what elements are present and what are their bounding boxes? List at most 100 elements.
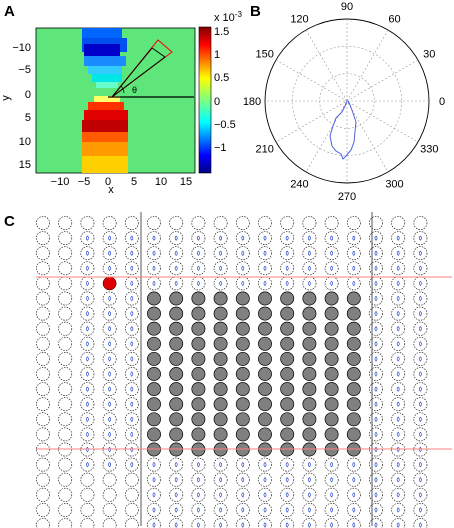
cell-glyph xyxy=(374,296,378,302)
cell-glyph xyxy=(418,311,422,317)
grid-cell xyxy=(369,518,383,528)
grid-cell xyxy=(346,472,361,487)
panel-a-yticks: −10 −5 0 5 10 15 xyxy=(12,42,31,171)
heatmap-red-lobe xyxy=(82,96,128,173)
grid-cell-filled xyxy=(235,367,250,381)
grid-cell xyxy=(324,216,339,230)
grid-cell-filled xyxy=(302,321,317,336)
grid-cell-filled xyxy=(324,382,339,397)
grid-cell xyxy=(235,518,250,528)
grid-cell xyxy=(191,261,206,276)
cell-glyph xyxy=(263,280,267,287)
grid-cell xyxy=(102,246,117,261)
grid-cell-filled xyxy=(235,427,250,442)
grid-cell xyxy=(413,276,428,291)
grid-cell xyxy=(302,518,317,528)
grid-cell xyxy=(147,276,161,291)
grid-cell-filled xyxy=(302,306,317,321)
cell-glyph xyxy=(196,462,200,468)
grid-cell xyxy=(413,382,428,396)
grid-cell xyxy=(36,351,50,366)
grid-cell xyxy=(102,291,117,306)
grid-cell xyxy=(191,502,206,517)
cell-glyph xyxy=(85,265,89,271)
cell-glyph xyxy=(219,477,223,483)
grid-cell xyxy=(369,261,383,276)
grid-cell xyxy=(258,502,272,517)
grid-cell xyxy=(102,502,117,517)
ytick: 15 xyxy=(19,159,31,171)
grid-cell xyxy=(80,382,95,396)
grid-cell xyxy=(369,412,383,427)
grid-cell-filled xyxy=(235,306,250,321)
grid-cell xyxy=(413,427,428,442)
grid-cell xyxy=(169,487,184,502)
grid-cell xyxy=(391,246,406,261)
grid-cell xyxy=(102,487,117,502)
cell-glyph xyxy=(174,250,178,256)
grid-cell xyxy=(324,472,339,487)
cell-glyph xyxy=(374,326,378,332)
grid-cell xyxy=(36,518,50,528)
cell-glyph xyxy=(418,280,422,287)
grid-cell xyxy=(58,351,73,366)
grid-cell xyxy=(58,216,73,230)
cell-glyph xyxy=(330,265,334,271)
grid-cell-filled xyxy=(191,351,206,366)
grid-cell xyxy=(280,246,295,261)
grid-cell xyxy=(302,276,317,291)
grid-cell xyxy=(58,487,73,502)
grid-cell xyxy=(58,336,73,351)
grid-cell-filled xyxy=(324,367,339,381)
grid-cell xyxy=(191,487,206,502)
grid-cell-filled xyxy=(235,351,250,366)
grid-cell xyxy=(258,276,272,291)
cell-glyph xyxy=(108,250,112,256)
cell-glyph xyxy=(418,356,422,362)
cell-glyph xyxy=(374,265,378,271)
cell-glyph xyxy=(85,341,89,347)
grid-cell-filled xyxy=(191,291,206,306)
cell-glyph xyxy=(85,250,89,256)
panel-a-xticks: −10 −5 0 5 10 15 xyxy=(51,176,192,188)
grid-cell xyxy=(369,276,383,291)
grid-cell-filled xyxy=(258,397,272,412)
cell-glyph xyxy=(285,507,289,513)
grid-cell xyxy=(58,427,73,442)
grid-cell xyxy=(302,487,317,502)
grid-cell xyxy=(147,246,161,261)
cell-glyph xyxy=(152,235,156,241)
colorbar-exponent: x 10-3 xyxy=(214,10,242,24)
grid-cell-filled xyxy=(258,306,272,321)
cell-glyph xyxy=(418,341,422,347)
grid-cell-filled xyxy=(346,367,361,381)
grid-cell xyxy=(369,502,383,517)
cell-glyph xyxy=(374,341,378,347)
grid-cell-filled xyxy=(324,336,339,351)
cell-glyph xyxy=(108,431,112,438)
grid-cell xyxy=(280,276,295,291)
grid-cell xyxy=(191,246,206,261)
grid-cell xyxy=(213,487,228,502)
cell-glyph xyxy=(85,356,89,362)
grid-cell xyxy=(302,246,317,261)
cell-glyph xyxy=(418,462,422,468)
cell-glyph xyxy=(396,326,400,332)
cell-glyph xyxy=(374,311,378,317)
grid-cell xyxy=(369,397,383,412)
grid-cell xyxy=(124,502,139,517)
grid-cell xyxy=(369,321,383,336)
grid-cell xyxy=(346,518,361,528)
cell-glyph xyxy=(307,280,311,287)
cell-glyph xyxy=(241,492,245,498)
grid-cell-filled xyxy=(235,382,250,397)
grid-cell xyxy=(124,397,139,412)
grid-cell xyxy=(58,246,73,261)
grid-cell-filled xyxy=(213,382,228,397)
cell-glyph xyxy=(418,265,422,271)
grid-cell xyxy=(413,336,428,351)
cell-glyph xyxy=(352,250,356,256)
cell-glyph xyxy=(152,280,156,287)
grid-cell-filled xyxy=(324,427,339,442)
